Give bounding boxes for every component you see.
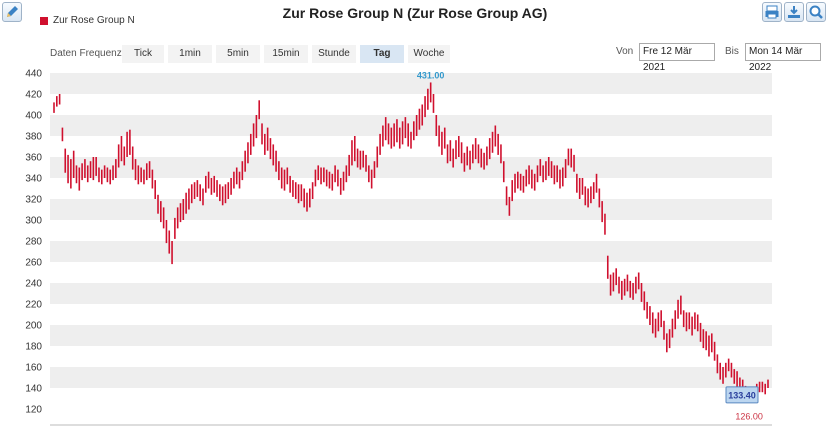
- grid-band: [50, 157, 772, 178]
- y-tick-label: 340: [25, 174, 42, 185]
- grid-band: [50, 199, 772, 220]
- legend-swatch: [40, 16, 48, 25]
- y-tick-label: 200: [25, 321, 42, 332]
- grid-band: [50, 325, 772, 346]
- y-tick-label: 260: [25, 258, 42, 269]
- to-date-input[interactable]: Mon 14 Mär 2022: [745, 43, 821, 73]
- grid-band: [50, 73, 772, 94]
- y-tick-label: 120: [25, 405, 42, 416]
- last-price-box: [725, 386, 759, 404]
- y-tick-label: 280: [25, 237, 42, 248]
- y-tick-label: 240: [25, 279, 42, 290]
- tab-tag[interactable]: Tag: [360, 45, 404, 63]
- tab-woche[interactable]: Woche: [408, 45, 450, 63]
- print-icon: [765, 5, 779, 19]
- chart-title: Zur Rose Group N (Zur Rose Group AG): [282, 5, 548, 21]
- to-label: Bis: [725, 46, 739, 57]
- y-tick-label: 420: [25, 90, 42, 101]
- y-tick-label: 300: [25, 216, 42, 227]
- legend: Zur Rose Group N: [40, 15, 135, 26]
- download-icon: [788, 6, 800, 18]
- y-tick-label: 220: [25, 300, 42, 311]
- tab-5min[interactable]: 5min: [216, 45, 260, 63]
- tab-stunde[interactable]: Stunde: [312, 45, 356, 63]
- zoom-icon: [809, 5, 823, 19]
- tab-15min[interactable]: 15min: [264, 45, 308, 63]
- y-tick-label: 380: [25, 132, 42, 143]
- tab-1min[interactable]: 1min: [168, 45, 212, 63]
- y-tick-label: 320: [25, 195, 42, 206]
- y-tick-label: 140: [25, 384, 42, 395]
- from-date-input[interactable]: Fre 12 Mär 2021: [639, 43, 715, 73]
- y-tick-label: 360: [25, 153, 42, 164]
- tab-tick[interactable]: Tick: [122, 45, 164, 63]
- legend-label: Zur Rose Group N: [53, 15, 135, 26]
- from-label: Von: [616, 46, 634, 57]
- y-tick-label: 440: [25, 69, 42, 80]
- y-tick-label: 180: [25, 342, 42, 353]
- frequency-label: Daten Frequenz: [50, 48, 122, 59]
- grid-band: [50, 241, 772, 262]
- y-tick-label: 400: [25, 111, 42, 122]
- high-annotation: 431.00: [417, 70, 445, 80]
- edit-pencil-button[interactable]: [2, 2, 22, 22]
- download-button[interactable]: [784, 2, 804, 22]
- print-button[interactable]: [762, 2, 782, 22]
- grid-band: [50, 283, 772, 304]
- y-tick-label: 160: [25, 363, 42, 374]
- grid-band: [50, 115, 772, 136]
- low-annotation: 126.00: [735, 412, 763, 422]
- grid-band: [50, 367, 772, 388]
- last-price-label: 133.40: [728, 390, 756, 400]
- pencil-icon: [7, 6, 18, 17]
- zoom-button[interactable]: [806, 2, 826, 22]
